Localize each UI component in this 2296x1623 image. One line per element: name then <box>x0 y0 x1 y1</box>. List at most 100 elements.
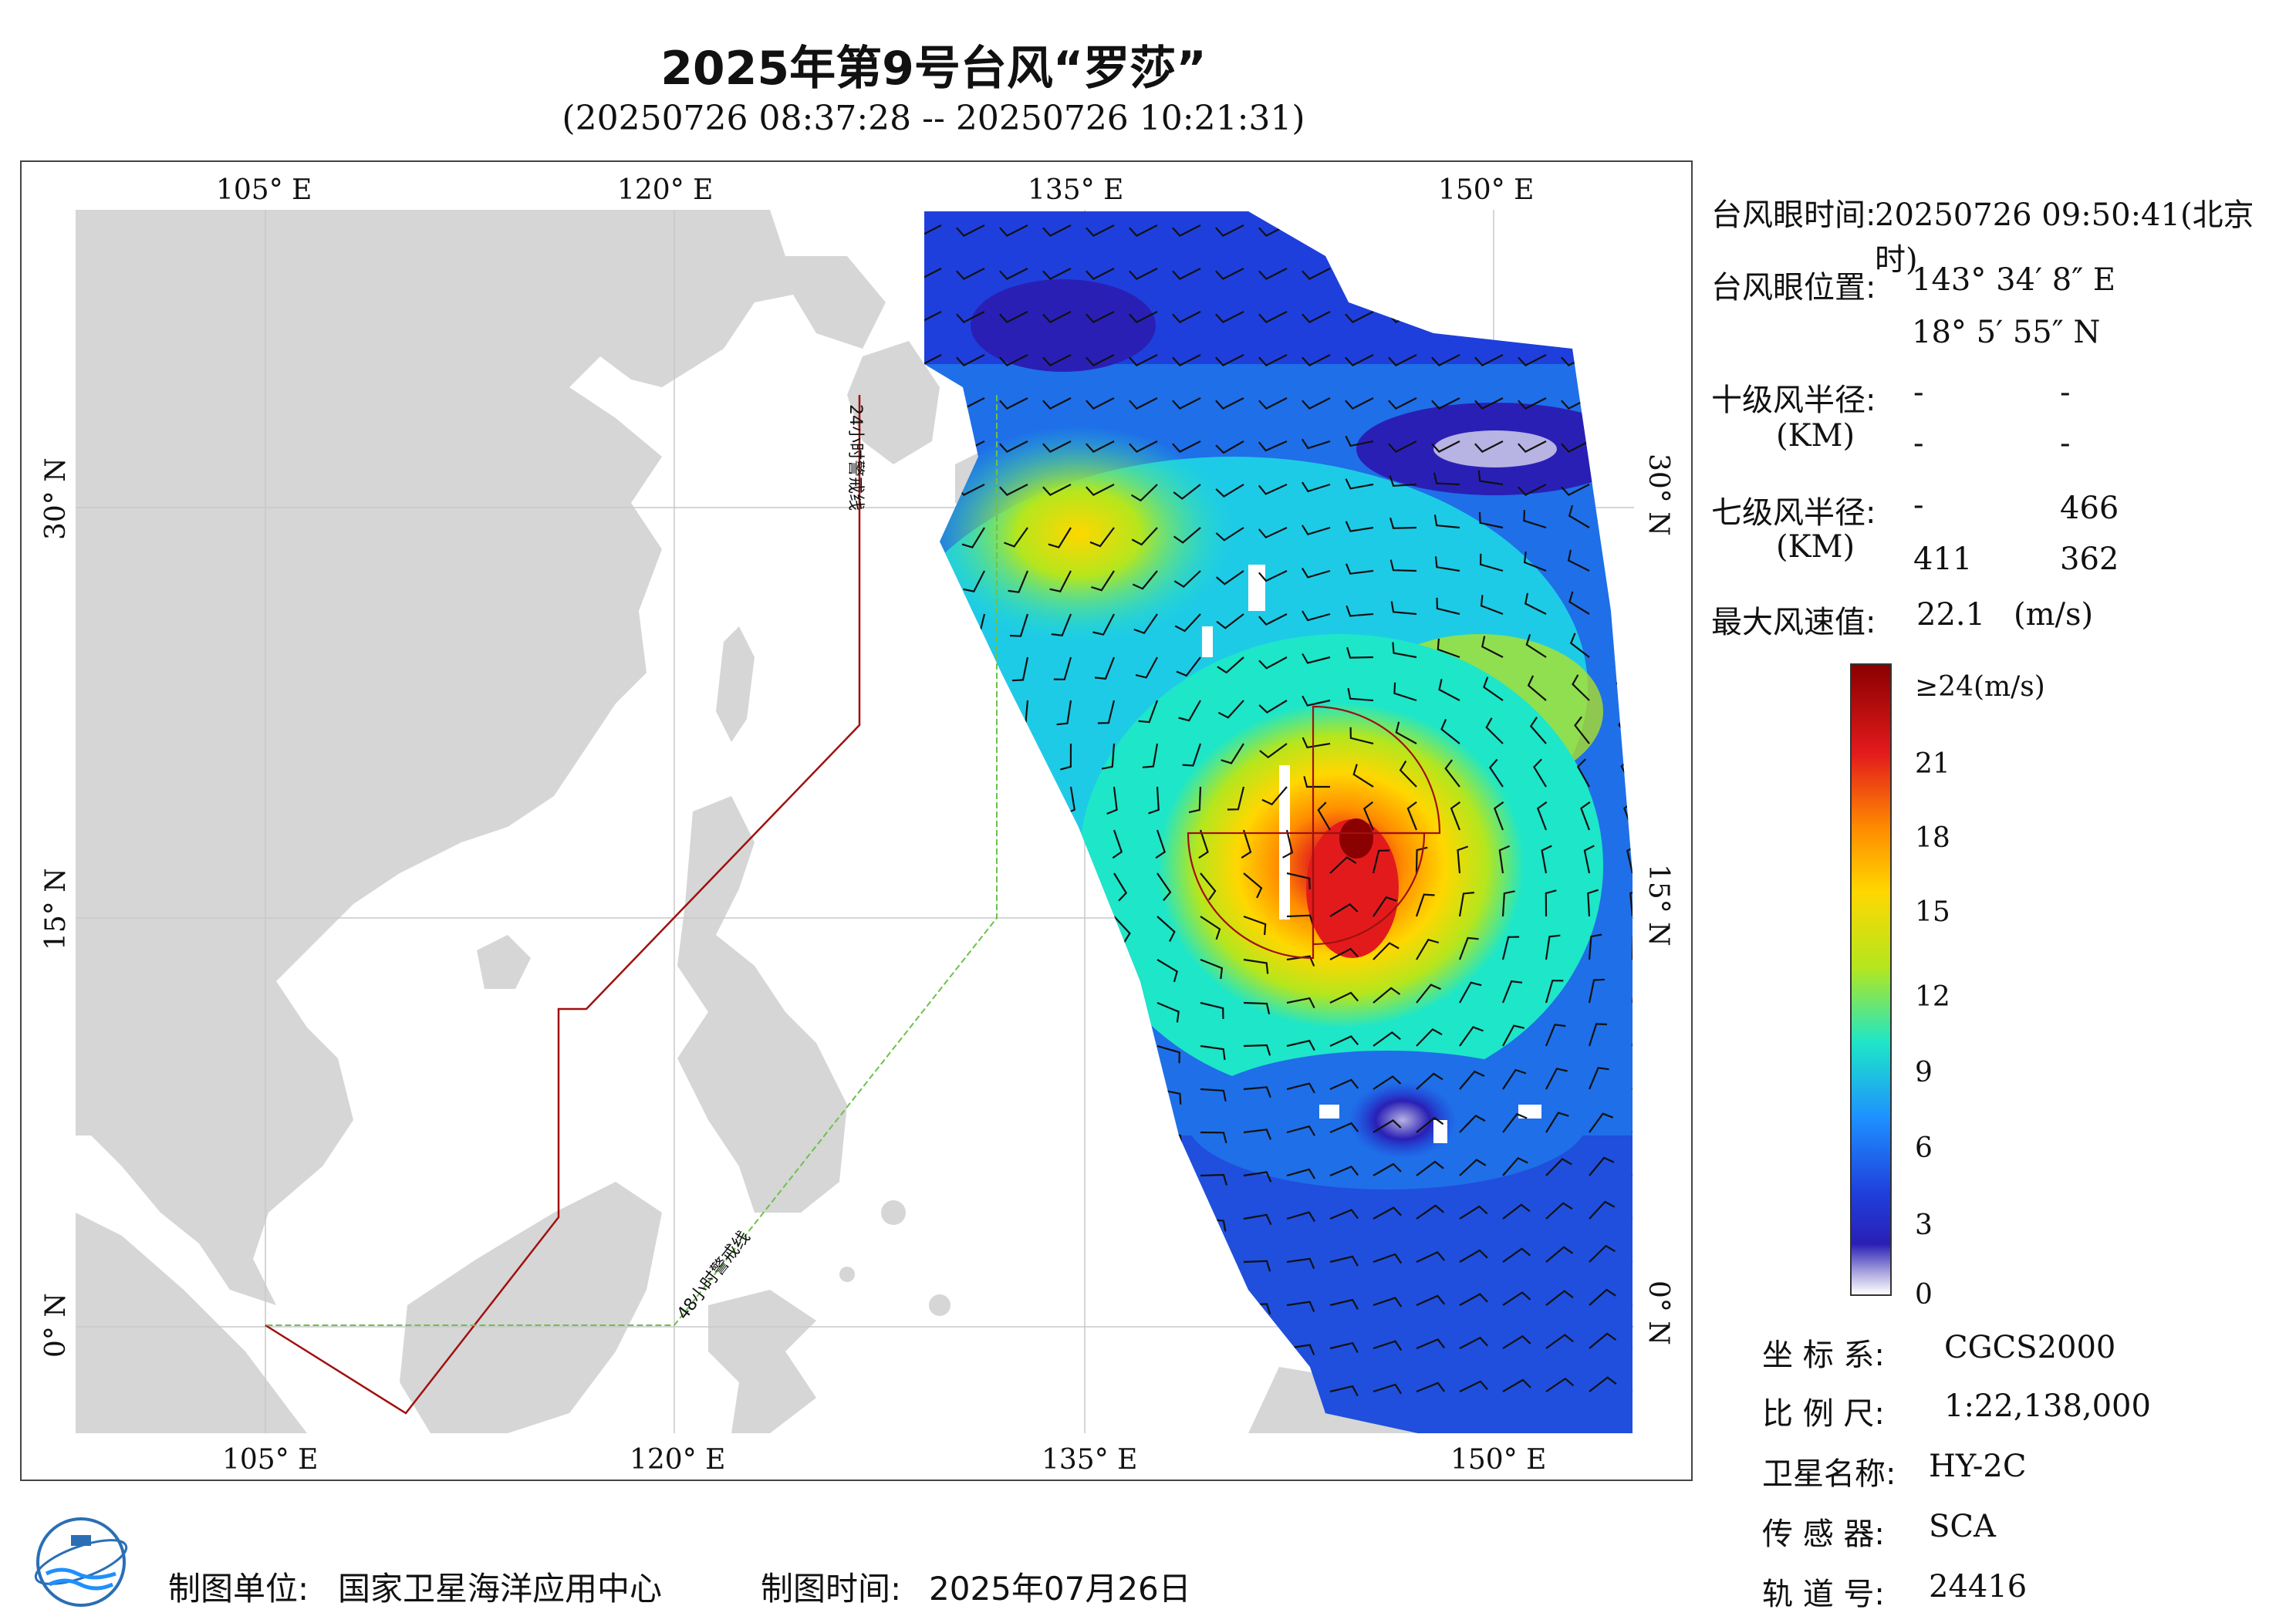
wind-barb <box>1302 354 1331 366</box>
wind-barb <box>1416 1382 1446 1393</box>
lat-tick-right: 0° N <box>1643 1281 1674 1345</box>
wind-barb <box>1258 268 1288 280</box>
wind-barb <box>1302 268 1331 280</box>
wind-barb <box>1329 1385 1359 1397</box>
wind-barb <box>1286 1039 1315 1051</box>
colorbar-tick: 15 <box>1915 896 1950 928</box>
wind-barb <box>1433 472 1460 486</box>
wind-barb <box>1474 397 1504 410</box>
wind-barb <box>1258 311 1288 323</box>
eye-time-value: 20250726 09:50:41(北京时) <box>1875 197 2254 278</box>
wind-barb <box>1173 527 1201 544</box>
wind-barb <box>1345 521 1374 532</box>
wind-barb <box>1561 440 1590 453</box>
wind-barb <box>1561 484 1590 496</box>
wind-barb <box>1459 981 1482 1004</box>
wind-barb <box>1589 1376 1617 1392</box>
wind-barb <box>1258 527 1288 539</box>
wind-barb <box>1588 933 1602 960</box>
wind-barb <box>1301 567 1331 579</box>
wind-barb <box>1345 563 1374 575</box>
wind-barb <box>1347 687 1374 702</box>
eye-longitude: 143° 34′ 8″ E <box>1912 262 2116 298</box>
wind-barb <box>1174 613 1201 633</box>
wind-barb <box>1173 484 1201 500</box>
wind-barb <box>1589 1156 1615 1176</box>
wind-barb <box>1589 1200 1616 1220</box>
wind-barb <box>1129 397 1158 410</box>
wind-barb <box>1215 397 1244 410</box>
wind-barb <box>1089 527 1115 548</box>
wind-barb <box>1362 801 1375 831</box>
wind-barb <box>1502 1068 1527 1090</box>
sulawesi <box>708 1290 816 1433</box>
wind-barb <box>1416 1028 1443 1047</box>
wind-barb <box>1286 1344 1315 1355</box>
wind-barb <box>1302 610 1331 622</box>
wind-barb <box>1345 478 1374 490</box>
wind-barb <box>1051 613 1072 636</box>
wind-barb <box>1142 743 1159 768</box>
wind-barb <box>1004 527 1028 548</box>
eye-position-label: 台风眼位置: <box>1711 270 1876 305</box>
r10-value: - <box>1913 426 1924 461</box>
r7-value: 362 <box>2060 542 2119 577</box>
wind-barb <box>1259 743 1288 759</box>
max-wind-value: 22.1 <box>1916 597 1986 633</box>
wind-barb <box>1129 224 1158 237</box>
wind-barb <box>1587 889 1599 917</box>
wind-barb <box>1525 634 1547 658</box>
map-title: 2025年第9号台风“罗莎” <box>660 42 1207 96</box>
r7-value: - <box>1913 488 1924 523</box>
wind-barb <box>1086 484 1115 496</box>
wind-barb <box>1518 484 1547 496</box>
wind-barb <box>1011 656 1029 682</box>
wind-barb <box>1129 268 1158 280</box>
wind-barb <box>1215 440 1244 454</box>
max-wind-unit: (m/s) <box>2014 597 2094 633</box>
lat-tick-left: 30° N <box>40 457 72 540</box>
wind-barb <box>1502 1247 1531 1263</box>
r10-unit: (KM) <box>1776 418 1855 454</box>
wind-barb <box>1317 801 1331 831</box>
wind-barb <box>1501 890 1515 917</box>
wind-barb <box>1373 1075 1402 1090</box>
island <box>929 1294 950 1316</box>
wind-barb <box>1395 721 1417 744</box>
wind-barb <box>1545 1024 1566 1047</box>
wind-barb <box>1399 760 1417 788</box>
wind-barb <box>1258 700 1288 714</box>
wind-barb <box>1373 942 1400 960</box>
wind-barb <box>1477 470 1504 486</box>
wind-barb <box>1329 1255 1359 1267</box>
wind-barb <box>1258 656 1288 670</box>
wind-barb <box>1416 984 1441 1004</box>
wind-barb <box>1200 958 1224 980</box>
wind-barb <box>1545 1112 1569 1133</box>
wind-barb <box>1346 605 1374 617</box>
wind-barb <box>1042 224 1072 237</box>
wind-barb <box>999 354 1028 366</box>
hainan <box>477 935 531 989</box>
colorbar-tick: 6 <box>1915 1132 1933 1164</box>
wind-barb <box>1329 1165 1359 1177</box>
wind-barb <box>1112 829 1123 859</box>
wind-barb <box>1524 592 1547 615</box>
wind-barb <box>1042 268 1072 280</box>
time-range-subtitle: (20250726 08:37:28 -- 20250726 10:21:31) <box>562 99 1305 138</box>
wind-barb <box>1392 642 1417 659</box>
wind-barb <box>1286 1301 1315 1312</box>
lat-tick-left: 0° N <box>40 1293 72 1358</box>
wind-barb <box>956 354 985 366</box>
wind-barb <box>1131 527 1158 546</box>
date-label: 制图时间: <box>761 1570 902 1608</box>
wind-barb <box>1148 786 1160 815</box>
lon-tick-top: 135° E <box>1028 174 1124 206</box>
wind-barb <box>1416 1250 1446 1263</box>
warning-24h-label: 24小时警戒线 <box>846 404 865 511</box>
wind-barb <box>1572 674 1590 701</box>
lon-tick-bottom: 150° E <box>1450 1444 1547 1476</box>
sensor-value: SCA <box>1929 1509 1996 1544</box>
wind-barb <box>1459 1336 1488 1349</box>
wind-barb <box>1243 958 1269 974</box>
